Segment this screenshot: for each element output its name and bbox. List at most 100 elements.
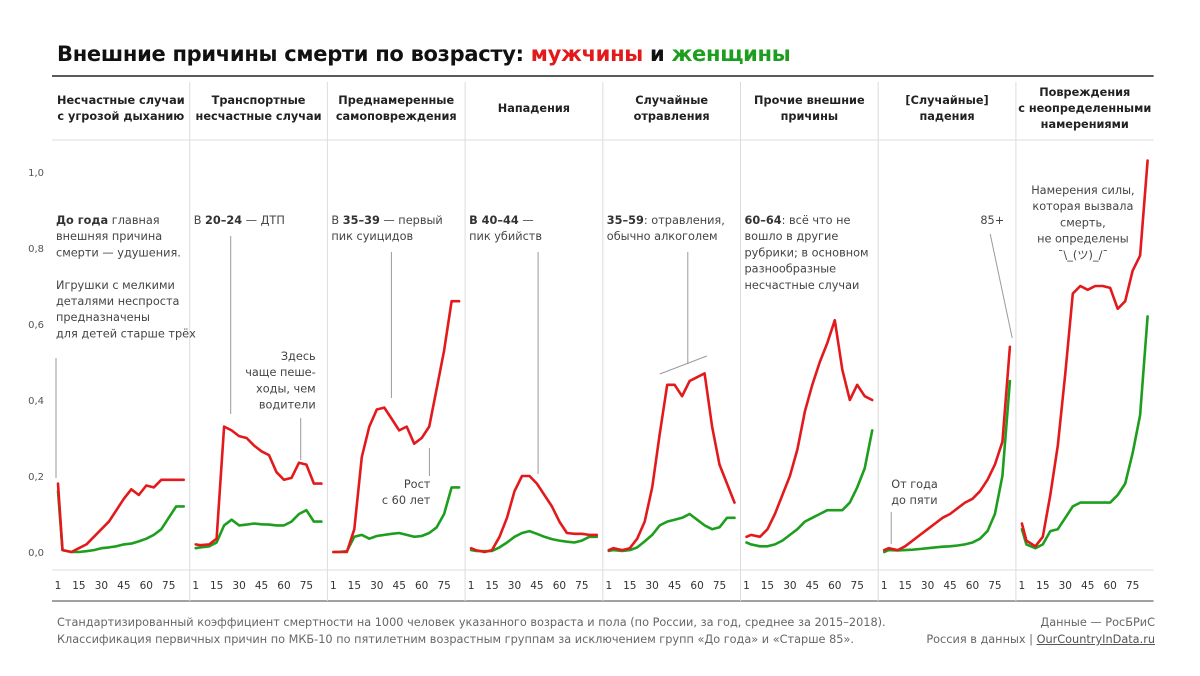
- series-line-men: [745, 318, 874, 539]
- annotation-text: В 20–24 — ДТП: [194, 214, 285, 227]
- annotation-text: В 35–39 — первый пик суицидов: [331, 214, 442, 243]
- x-tick-label: 60: [140, 580, 153, 592]
- annotation-line: ходы, чем: [256, 382, 316, 395]
- annotation-segment: [56, 263, 60, 276]
- panel-header-line: Повреждения: [1039, 86, 1130, 99]
- x-tick-label: 45: [117, 580, 130, 592]
- series-line-men: [882, 345, 1012, 552]
- annotation-segment: для детей старше трёх: [56, 327, 196, 340]
- panel-header-line: самоповреждения: [336, 110, 457, 123]
- series-line-women: [745, 429, 874, 548]
- x-tick-label: 45: [943, 580, 956, 592]
- annotation-segment: несчастные случаи: [745, 279, 860, 292]
- annotation-segment: с 60 лет: [382, 494, 431, 507]
- x-tick-label: 15: [210, 580, 223, 592]
- panel-header: Несчастные случаи с угрозой дыханию: [57, 94, 185, 123]
- title-women: женщины: [671, 42, 791, 66]
- footer-site: Россия в данных | OurCountryInData.ru: [926, 631, 1155, 648]
- annotation-line: От года: [891, 478, 938, 491]
- annotation-line: пик суицидов: [331, 230, 413, 243]
- panel-header-line: Транспортные: [212, 94, 306, 107]
- y-tick-label: 1,0: [28, 168, 44, 179]
- title-and: и: [643, 42, 672, 66]
- footer-site-link[interactable]: OurCountryInData.ru: [1036, 633, 1155, 646]
- annotation-segment: В 40–44: [469, 214, 519, 227]
- annotation-leader: [659, 355, 707, 375]
- x-tick-label: 1: [605, 580, 612, 592]
- annotation-segment: пик убийств: [469, 230, 542, 243]
- annotation-line: 85+: [980, 214, 1004, 227]
- footer-site-prefix: Россия в данных |: [926, 633, 1037, 646]
- annotation-segment: главная: [108, 214, 159, 227]
- x-tick-label: 75: [575, 580, 588, 592]
- x-tick-label: 75: [1126, 580, 1139, 592]
- annotation-segment: чаще пеше-: [245, 366, 315, 379]
- annotation-line: До года главная: [56, 214, 160, 227]
- annotation-line: которая вызвала: [1032, 200, 1133, 213]
- annotation-line: смерть,: [1060, 216, 1106, 229]
- annotation-line: Игрушки с мелкими: [56, 279, 175, 292]
- x-tick-label: 30: [232, 580, 245, 592]
- annotation-line: Намерения силы,: [1031, 184, 1134, 197]
- x-tick-label: 15: [898, 580, 911, 592]
- footer-note-2: Классификация первичных причин по МКБ-10…: [57, 633, 854, 646]
- annotation-text: В 40–44 — пик убийств: [469, 214, 542, 243]
- panel-header-line: Нападения: [498, 102, 570, 115]
- annotation-segment: 35–39: [343, 214, 380, 227]
- annotation-segment: : всё что не: [782, 214, 851, 227]
- x-tick-label: 75: [437, 580, 450, 592]
- x-tick-label: 30: [370, 580, 383, 592]
- series-line-men: [607, 372, 736, 552]
- series-line-men: [194, 425, 323, 547]
- annotation-line: внешняя причина: [56, 230, 162, 243]
- x-tick-label: 15: [348, 580, 361, 592]
- annotation-segment: обычно алкоголем: [607, 230, 718, 243]
- annotation-line: Здесь: [281, 350, 316, 363]
- annotation-segment: смерть,: [1060, 216, 1106, 229]
- annotation-line: В 35–39 — первый: [331, 214, 442, 227]
- annotation-line: вошло в другие: [745, 230, 839, 243]
- x-tick-label: 60: [415, 580, 428, 592]
- panel-header-line: падения: [919, 110, 974, 123]
- x-tick-label: 45: [1081, 580, 1094, 592]
- x-tick-label: 75: [851, 580, 864, 592]
- panel-header: Случайные отравления: [634, 94, 710, 123]
- annotation-line: рубрики; в основном: [745, 246, 869, 259]
- x-tick-label: 60: [828, 580, 841, 592]
- panel-header: Прочие внешние причины: [754, 94, 865, 123]
- panel-header-line: намерениями: [1041, 118, 1129, 131]
- y-tick-label: 0,0: [28, 548, 44, 559]
- annotation-text: Рост с 60 лет: [382, 478, 431, 507]
- annotation-line: Рост: [404, 478, 431, 491]
- x-tick-label: 1: [192, 580, 199, 592]
- panel-header-line: Прочие внешние: [754, 94, 865, 107]
- series-line-women: [56, 489, 185, 554]
- annotation-line: до пяти: [891, 494, 937, 507]
- annotation-line: пик убийств: [469, 230, 542, 243]
- x-tick-label: 45: [255, 580, 268, 592]
- annotation-text: 60–64: всё что не вошло в другие рубрики; …: [745, 214, 869, 292]
- panel-header-line: причины: [781, 110, 839, 123]
- title-men: мужчины: [530, 42, 644, 66]
- annotation-line: с 60 лет: [382, 494, 431, 507]
- annotation-text: 85+: [980, 214, 1004, 227]
- y-tick-label: 0,8: [28, 244, 44, 255]
- annotation-segment: ходы, чем: [256, 382, 316, 395]
- x-tick-label: 45: [530, 580, 543, 592]
- chart-title: Внешние причины смерти по возрасту: мужч…: [57, 42, 791, 66]
- annotation-segment: — первый: [380, 214, 443, 227]
- annotation-segment: Здесь: [281, 350, 316, 363]
- annotation-segment: Рост: [404, 478, 431, 491]
- annotation-leader: [989, 233, 1013, 339]
- panel-header-line: Преднамеренные: [338, 94, 454, 107]
- panel-header-line: Несчастные случаи: [57, 94, 185, 107]
- annotation-line: для детей старше трёх: [56, 327, 196, 340]
- y-tick-label: 0,4: [28, 396, 44, 407]
- panel-header-line: [Случайные]: [905, 94, 988, 107]
- series-line-men: [332, 299, 461, 554]
- annotation-segment: рубрики; в основном: [745, 246, 869, 259]
- series-line-men: [1020, 159, 1149, 548]
- panel-header: [Случайные] падения: [905, 94, 988, 123]
- annotation-segment: внешняя причина: [56, 230, 162, 243]
- x-tick-label: 60: [1104, 580, 1117, 592]
